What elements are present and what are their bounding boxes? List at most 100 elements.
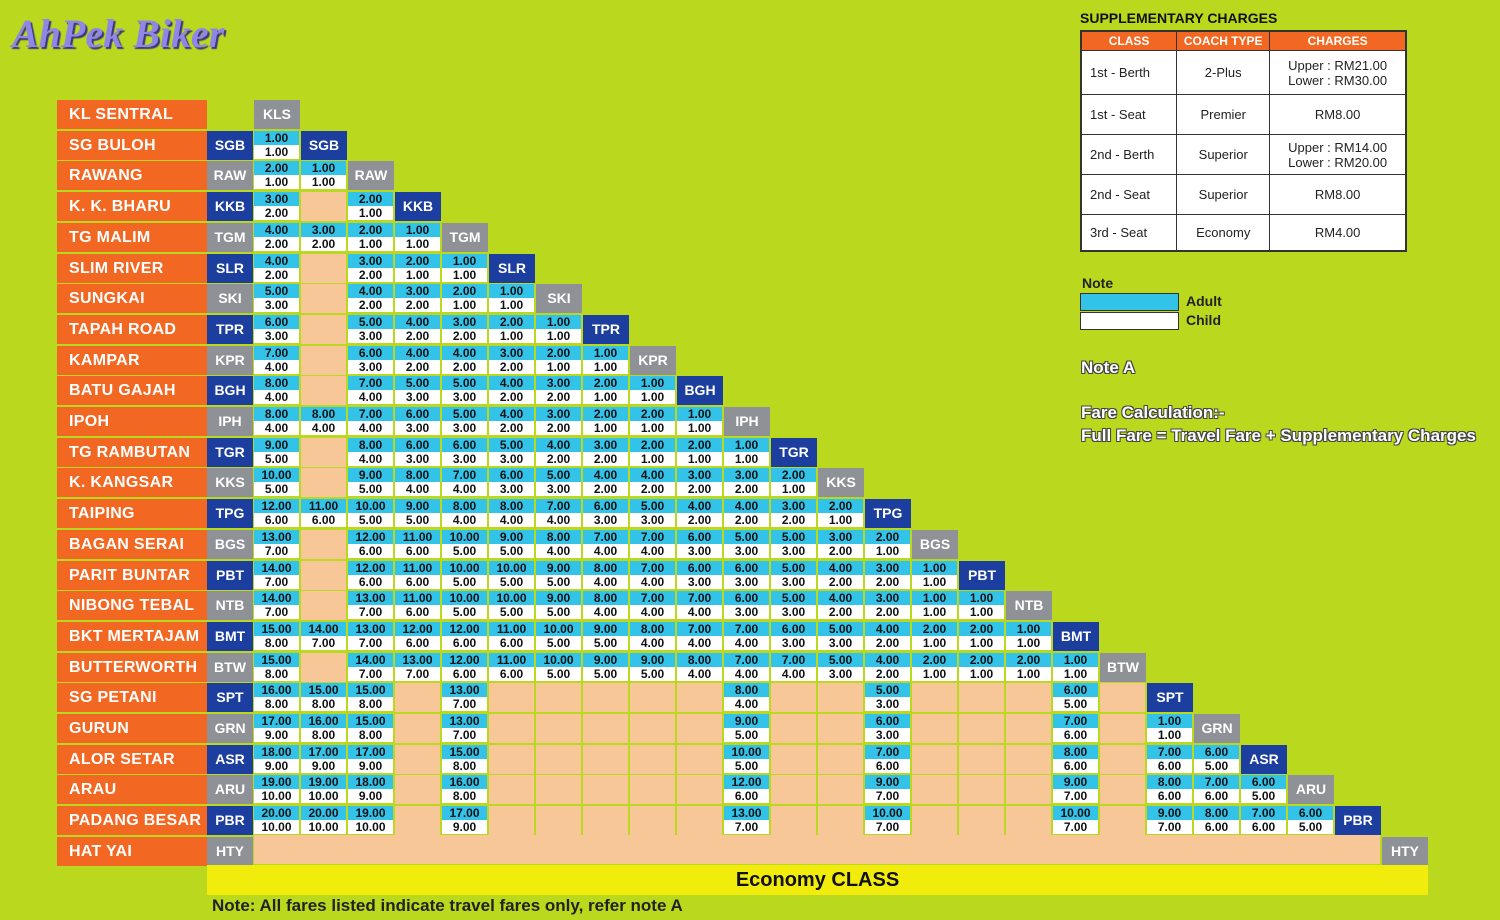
fare-cell: 6.00 3.00 [348, 346, 393, 375]
child-fare: 4.00 [536, 544, 581, 558]
fare-cell: 13.00 7.00 [395, 653, 440, 682]
fare-cell: 10.00 5.00 [536, 653, 581, 682]
child-fare: 3.00 [865, 697, 910, 711]
child-fare: 1.00 [959, 636, 1004, 650]
no-fare-cell [1006, 745, 1051, 774]
no-fare-cell [912, 806, 957, 835]
fare-cell: 9.00 5.00 [348, 468, 393, 497]
fare-cell: 16.00 8.00 [254, 683, 299, 712]
child-fare: 4.00 [254, 360, 299, 374]
adult-fare: 6.00 [1288, 806, 1333, 820]
fare-cell: 7.00 6.00 [1053, 714, 1098, 743]
fare-cell: 9.00 5.00 [489, 530, 534, 559]
fare-cell: 20.00 10.00 [254, 806, 299, 835]
no-fare-cell [630, 714, 675, 743]
child-fare: 1.00 [348, 237, 393, 251]
station-label: BKT MERTAJAM [57, 622, 207, 651]
child-fare: 1.00 [630, 452, 675, 466]
child-fare: 6.00 [1053, 759, 1098, 773]
no-fare-cell [1100, 683, 1145, 712]
fare-cell: 2.00 1.00 [536, 346, 581, 375]
station-code-diagonal: KKB [395, 192, 441, 221]
fare-cell: 12.00 6.00 [395, 622, 440, 651]
child-fare: 3.00 [489, 452, 534, 466]
fare-cell: 6.00 3.00 [677, 561, 722, 590]
child-fare: 2.00 [677, 482, 722, 496]
child-fare: 3.00 [724, 605, 769, 619]
child-fare: 1.00 [301, 175, 346, 189]
adult-fare: 8.00 [583, 591, 628, 605]
adult-fare: 2.00 [583, 407, 628, 421]
adult-fare: 19.00 [301, 775, 346, 789]
child-fare: 10.00 [301, 789, 346, 803]
fare-cell: 6.00 3.00 [395, 438, 440, 467]
station-code-diagonal: TPG [865, 499, 911, 528]
no-fare-cell [301, 254, 346, 283]
adult-fare: 7.00 [630, 591, 675, 605]
adult-fare: 15.00 [254, 622, 299, 636]
fare-cell: 9.00 5.00 [395, 499, 440, 528]
adult-fare: 11.00 [301, 499, 346, 513]
no-fare-cell [912, 745, 957, 774]
child-fare: 3.00 [395, 421, 440, 435]
adult-fare: 14.00 [254, 561, 299, 575]
class-cell: 1st - Seat [1080, 94, 1178, 135]
adult-fare: 4.00 [677, 499, 722, 513]
child-fare: 5.00 [536, 605, 581, 619]
fare-cell: 2.00 1.00 [677, 438, 722, 467]
fare-cell: 9.00 5.00 [724, 714, 769, 743]
child-fare: 1.00 [818, 513, 863, 527]
adult-fare: 3.00 [818, 530, 863, 544]
adult-fare: 3.00 [865, 561, 910, 575]
station-code-row: IPH [207, 407, 253, 436]
child-fare: 4.00 [395, 482, 440, 496]
child-fare: 4.00 [348, 452, 393, 466]
adult-fare: 12.00 [442, 622, 487, 636]
fare-cell: 6.00 3.00 [865, 714, 910, 743]
child-fare: 6.00 [395, 575, 440, 589]
no-fare-cell [583, 683, 628, 712]
fare-cell: 3.00 2.00 [771, 499, 816, 528]
fare-cell: 7.00 6.00 [865, 745, 910, 774]
fare-cell: 7.00 4.00 [630, 561, 675, 590]
adult-fare: 2.00 [348, 192, 393, 206]
fare-cell: 3.00 2.00 [865, 591, 910, 620]
child-fare: 2.00 [865, 575, 910, 589]
child-fare: 3.00 [724, 544, 769, 558]
station-label: KL SENTRAL [57, 100, 207, 129]
fare-cell: 2.00 1.00 [865, 530, 910, 559]
adult-fare: 8.00 [583, 561, 628, 575]
no-fare-cell [630, 683, 675, 712]
fare-cell: 16.00 8.00 [442, 775, 487, 804]
no-fare-cell [818, 775, 863, 804]
fare-cell: 19.00 10.00 [348, 806, 393, 835]
coach-cell: Economy [1176, 214, 1271, 251]
no-fare-cell [630, 745, 675, 774]
child-fare: 4.00 [348, 421, 393, 435]
adult-fare: 6.00 [395, 407, 440, 421]
adult-fare: 3.00 [865, 591, 910, 605]
fare-cell: 8.00 4.00 [348, 438, 393, 467]
supplementary-table: CLASS COACH TYPE CHARGES 1st - Berth 2-Pl… [1080, 30, 1407, 252]
adult-fare: 20.00 [254, 806, 299, 820]
fare-cell: 10.00 5.00 [489, 561, 534, 590]
fare-cell: 6.00 5.00 [1053, 683, 1098, 712]
station-code-row: SPT [207, 683, 253, 712]
fare-cell: 4.00 2.00 [254, 223, 299, 252]
fare-cell: 2.00 1.00 [489, 315, 534, 344]
adult-fare: 1.00 [630, 376, 675, 390]
no-fare-cell [395, 714, 440, 743]
adult-fare: 5.00 [818, 653, 863, 667]
child-fare: 5.00 [630, 667, 675, 681]
fare-cell: 7.00 4.00 [348, 407, 393, 436]
child-fare: 8.00 [254, 667, 299, 681]
fare-cell: 5.00 3.00 [771, 530, 816, 559]
child-fare: 2.00 [536, 421, 581, 435]
adult-fare: 6.00 [583, 499, 628, 513]
child-swatch [1080, 312, 1179, 330]
adult-fare: 2.00 [959, 653, 1004, 667]
fare-cell: 6.00 3.00 [677, 530, 722, 559]
child-fare: 3.00 [724, 575, 769, 589]
fare-cell: 4.00 2.00 [818, 561, 863, 590]
fare-cell: 10.00 5.00 [489, 591, 534, 620]
